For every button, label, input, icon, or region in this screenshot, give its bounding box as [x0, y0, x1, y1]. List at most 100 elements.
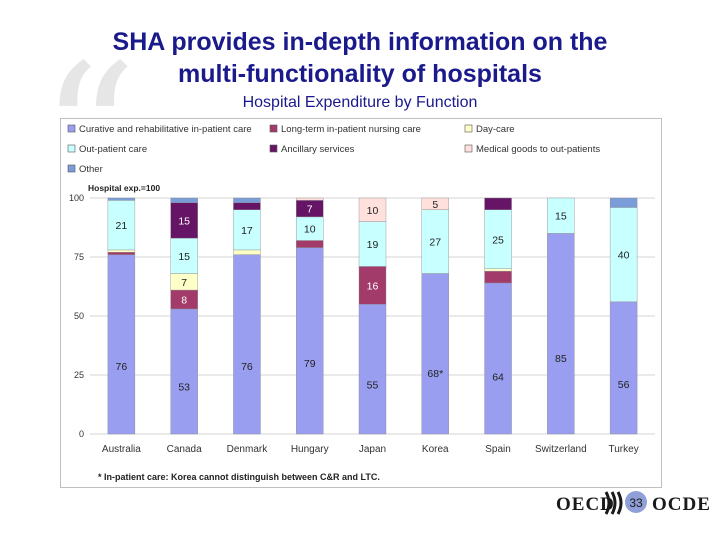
data-label: 15 [555, 211, 567, 223]
legend-label-daycare: Day-care [476, 124, 515, 135]
oecd-logo-mark [604, 491, 647, 515]
bar-segment-ancillary [484, 197, 512, 211]
legend-swatch-ancillary [269, 144, 278, 153]
x-tick-label: Spain [485, 444, 511, 455]
bar-segment-curative [296, 247, 324, 435]
bar-segment-outpatient [547, 197, 575, 234]
data-label: 76 [116, 361, 128, 373]
bar-spain: 64 25 [484, 197, 512, 435]
x-tick-label: Denmark [227, 444, 269, 455]
bar-segment-curative [421, 273, 449, 435]
bar-segment-daycare [484, 268, 512, 272]
bar-segment-curative [107, 254, 136, 435]
bar-segment-curative [358, 303, 387, 435]
x-tick-label: Australia [102, 444, 141, 455]
y-tick-label: 100 [69, 193, 84, 203]
legend-label-other: Other [79, 164, 103, 175]
data-label: 64 [492, 372, 504, 384]
bar-segment-curative [609, 301, 638, 435]
chart-bars: 76 21 53 8 7 15 15 76 17 79 10 7 55 16 19 10 68* 27 5 64 25 8… [107, 197, 638, 435]
legend-swatch-outpatient [67, 144, 76, 153]
data-label: 15 [178, 251, 190, 263]
page-title-line-2: multi-functionality of hospitals [178, 60, 542, 88]
y-tick-label: 75 [74, 252, 84, 262]
legend-label-ancillary: Ancillary services [281, 144, 355, 155]
oecd-logo-text: OECD [556, 494, 615, 515]
page-title-line-1: SHA provides in-depth information on the [112, 28, 608, 56]
legend-label-ltc: Long-term in-patient nursing care [281, 124, 421, 135]
data-label: 79 [304, 358, 316, 370]
bar-segment-curative [484, 282, 512, 435]
bar-segment-ltc [296, 240, 324, 248]
bar-denmark: 76 17 [233, 197, 261, 435]
bar-segment-ltc [358, 266, 387, 305]
data-label: 40 [618, 250, 630, 262]
stacked-bar-chart: Curative and rehabilitative in-patient c… [60, 118, 662, 488]
legend-swatch-medical_goods [464, 144, 473, 153]
bar-segment-curative [170, 308, 198, 435]
bar-canada: 53 8 7 15 15 [170, 197, 198, 435]
y-tick-label: 50 [74, 311, 84, 321]
data-label: 25 [492, 234, 504, 246]
bar-segment-daycare [233, 249, 261, 255]
bar-segment-medical_goods [421, 197, 449, 211]
chart-footnote: * In-patient care: Korea cannot distingu… [98, 472, 380, 482]
y-axis-ticks: 0 25 50 75 100 [69, 193, 84, 439]
bar-segment-daycare [107, 249, 136, 253]
y-tick-label: 0 [79, 429, 84, 439]
bar-japan: 55 16 19 10 [358, 197, 387, 435]
chart-legend: Curative and rehabilitative in-patient c… [67, 124, 600, 175]
legend-label-medical_goods: Medical goods to out-patients [476, 144, 600, 155]
bar-segment-outpatient [609, 207, 638, 303]
bar-segment-ltc [107, 252, 136, 255]
x-tick-label: Canada [167, 444, 202, 455]
legend-swatch-ltc [269, 124, 278, 133]
data-label: 21 [116, 220, 128, 232]
bar-segment-outpatient [484, 209, 512, 270]
data-label: 16 [367, 280, 379, 292]
bar-australia: 76 21 [107, 197, 136, 435]
bar-segment-other [233, 197, 261, 203]
legend-swatch-other [67, 164, 76, 173]
data-label: 53 [178, 381, 190, 393]
bar-segment-other [609, 197, 638, 208]
y-axis-label: Hospital exp.=100 [88, 183, 160, 193]
bar-segment-curative [233, 254, 261, 435]
bar-segment-ltc [484, 270, 512, 284]
x-tick-label: Turkey [609, 444, 639, 455]
ocde-logo-text: OCDE [652, 494, 711, 515]
bar-turkey: 56 40 [609, 197, 638, 435]
data-label: 68* [427, 368, 443, 380]
data-label: 8 [181, 294, 187, 306]
data-label: 56 [618, 379, 630, 391]
x-tick-label: Japan [359, 444, 386, 455]
bar-segment-medical_goods [358, 197, 387, 222]
data-label: 27 [429, 237, 441, 249]
data-label: 15 [178, 215, 190, 227]
legend-swatch-curative [67, 124, 76, 133]
legend-swatch-daycare [464, 124, 473, 133]
bar-segment-outpatient [170, 237, 198, 274]
x-tick-label: Hungary [291, 444, 329, 455]
page-number: 33 [629, 496, 643, 510]
data-label: 55 [367, 380, 379, 392]
bar-hungary: 79 10 7 [296, 197, 324, 435]
legend-label-outpatient: Out-patient care [79, 144, 147, 155]
bar-segment-medical_goods [296, 197, 324, 201]
bar-segment-outpatient [233, 209, 261, 251]
bar-switzerland: 85 15 [547, 197, 575, 435]
page-title: SHA provides in-depth information on the… [0, 26, 720, 90]
data-label: 10 [367, 205, 379, 217]
x-tick-label: Korea [422, 444, 449, 455]
bar-segment-other [170, 197, 198, 203]
data-label: 7 [307, 204, 313, 216]
y-tick-label: 25 [74, 370, 84, 380]
data-label: 7 [181, 277, 187, 289]
data-label: 85 [555, 353, 567, 365]
x-tick-label: Switzerland [535, 444, 587, 455]
data-label: 17 [241, 225, 253, 237]
data-label: 5 [432, 199, 438, 211]
chart-subtitle: Hospital Expenditure by Function [242, 94, 478, 111]
bar-segment-other [107, 197, 136, 201]
data-label: 76 [241, 361, 253, 373]
